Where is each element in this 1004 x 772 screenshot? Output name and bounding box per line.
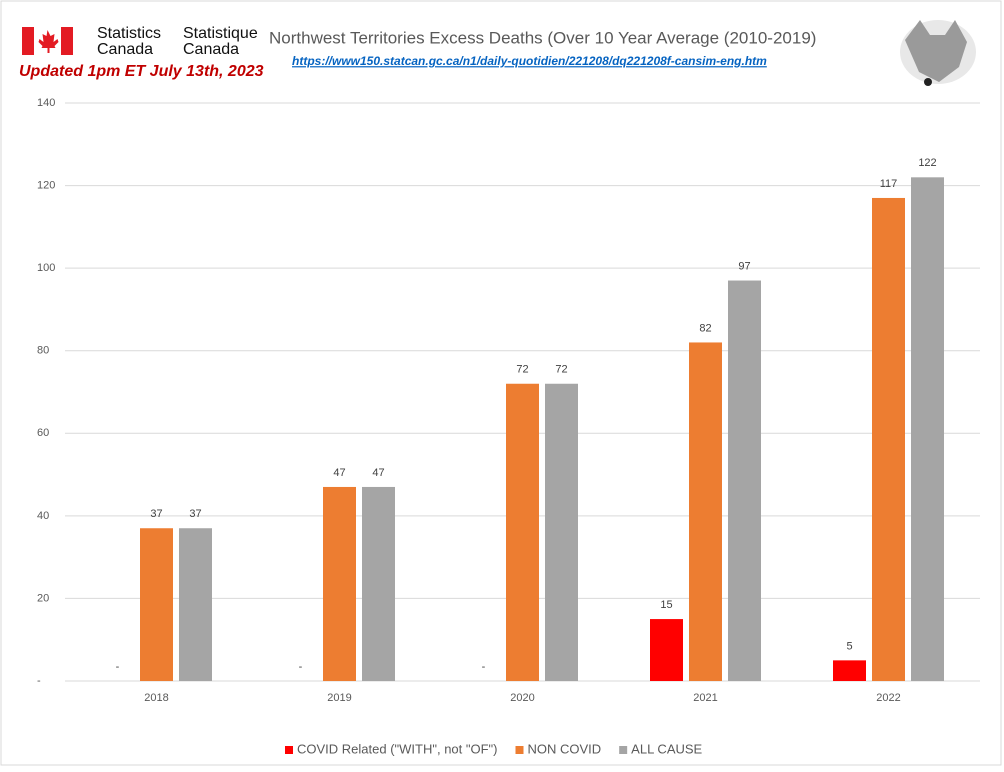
logo-text: Canada — [97, 41, 153, 58]
value-label: 37 — [150, 508, 162, 520]
value-label: 117 — [880, 178, 898, 190]
bar — [689, 342, 722, 681]
logo-text: Canada — [183, 41, 239, 58]
wolf-logo — [900, 20, 976, 86]
bar — [140, 528, 173, 681]
x-tick-label: 2018 — [144, 692, 168, 704]
value-label: 72 — [555, 364, 567, 376]
bar — [911, 177, 944, 682]
value-label: - — [116, 661, 120, 673]
source-link[interactable]: https://www150.statcan.gc.ca/n1/daily-qu… — [292, 54, 767, 68]
value-label: 47 — [333, 467, 345, 479]
bar — [728, 280, 761, 681]
y-tick-label: - — [37, 675, 41, 687]
bar — [545, 383, 578, 681]
legend-label: ALL CAUSE — [631, 741, 702, 756]
bar — [872, 197, 905, 681]
y-tick-label: 100 — [37, 262, 55, 274]
legend-label: NON COVID — [528, 741, 602, 756]
annotation: Updated 1pm ET July 13th, 2023 — [19, 63, 264, 80]
value-label: 15 — [660, 599, 672, 611]
y-tick-label: 140 — [37, 97, 55, 109]
bar — [362, 486, 395, 681]
value-label: 97 — [738, 260, 750, 272]
logo-text: Statistique — [183, 25, 258, 42]
legend-swatch — [515, 746, 524, 754]
value-label: 37 — [189, 508, 201, 520]
chart-title: Northwest Territories Excess Deaths (Ove… — [269, 28, 816, 47]
x-tick-label: 2021 — [693, 692, 717, 704]
value-label: 47 — [372, 467, 384, 479]
logo-text: Statistics — [97, 25, 161, 42]
y-tick-label: 20 — [37, 592, 49, 604]
bar — [833, 660, 866, 681]
bar — [179, 528, 212, 681]
value-label: 82 — [699, 322, 711, 334]
x-tick-label: 2020 — [510, 692, 534, 704]
y-tick-label: 60 — [37, 427, 49, 439]
canada-flag — [22, 27, 73, 55]
legend-label: COVID Related ("WITH", not "OF") — [297, 741, 498, 756]
x-tick-label: 2019 — [327, 692, 351, 704]
y-tick-label: 40 — [37, 510, 49, 522]
value-label: 5 — [846, 640, 852, 652]
value-label: 122 — [918, 157, 936, 169]
x-tick-label: 2022 — [876, 692, 900, 704]
value-label: - — [299, 661, 303, 673]
legend-swatch — [285, 746, 293, 754]
legend-swatch — [619, 746, 628, 754]
bar — [506, 383, 539, 681]
bar — [323, 486, 356, 681]
y-tick-label: 120 — [37, 179, 55, 191]
value-label: - — [482, 661, 486, 673]
y-tick-label: 80 — [37, 345, 49, 357]
value-label: 72 — [516, 364, 528, 376]
bar — [650, 619, 683, 681]
